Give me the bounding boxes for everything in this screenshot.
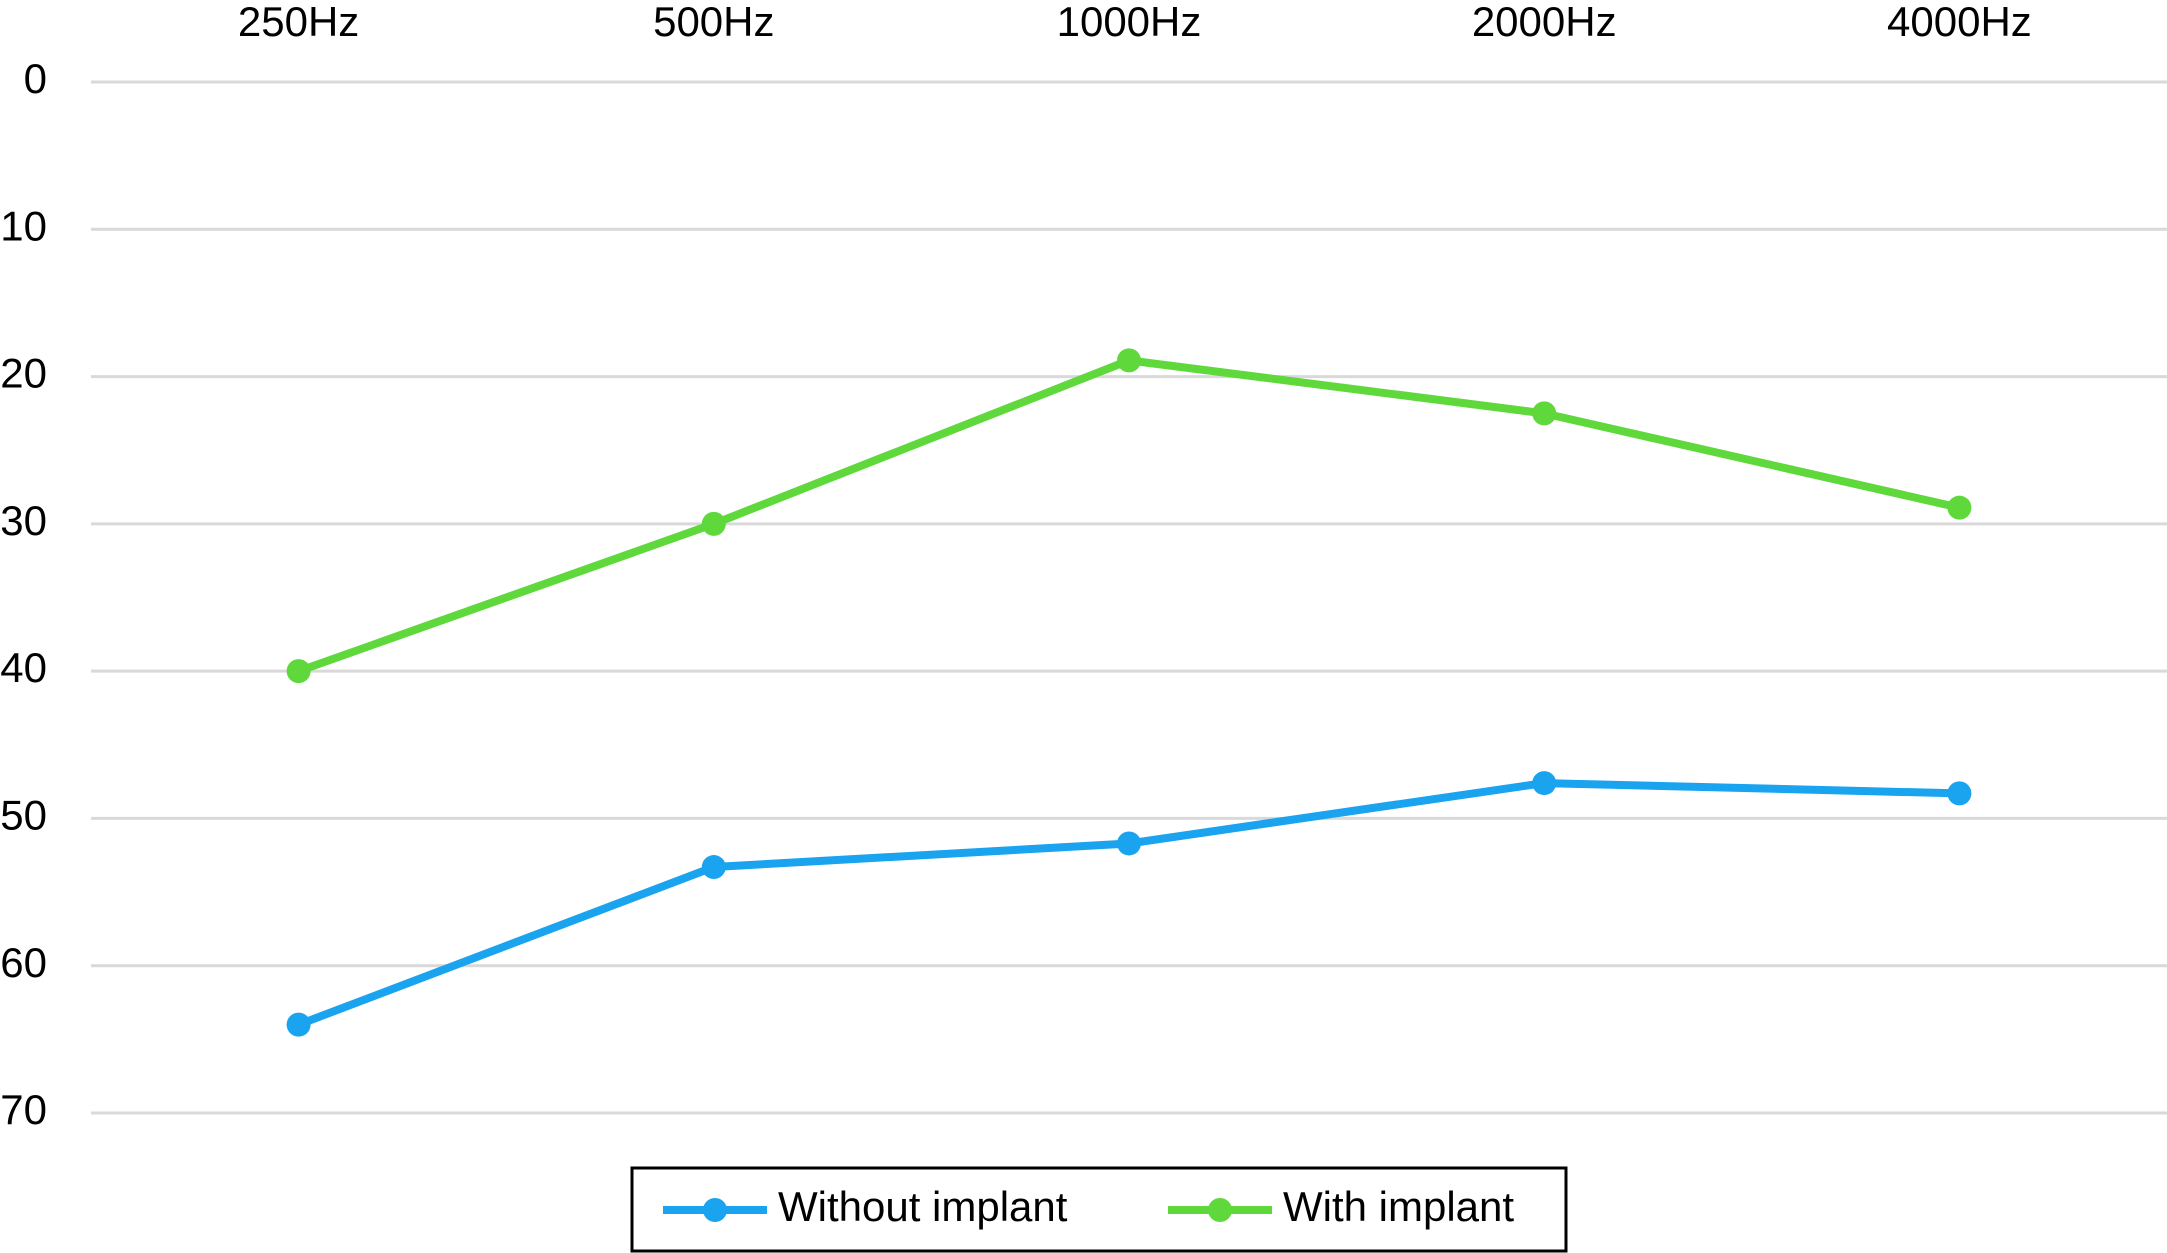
y-tick-label: 10 — [0, 202, 47, 249]
series-line — [297, 356, 1961, 675]
x-tick-label: 500Hz — [653, 0, 774, 45]
x-tick-label: 4000Hz — [1887, 0, 2032, 45]
point — [1947, 781, 1972, 806]
point — [701, 511, 726, 536]
x-tick-label: 2000Hz — [1472, 0, 1617, 45]
legend-box — [630, 1166, 1568, 1253]
point — [1117, 348, 1141, 373]
legend-label: With implant — [1283, 1183, 1514, 1230]
point — [701, 855, 726, 880]
y-tick-label: 50 — [0, 792, 47, 839]
y-tick-label: 20 — [0, 350, 47, 397]
y-tick-label: 40 — [0, 644, 47, 691]
y-tick-label: 70 — [0, 1086, 47, 1133]
point — [1532, 771, 1557, 796]
point — [286, 659, 311, 684]
x-tick-label: 1000Hz — [1057, 0, 1202, 45]
point — [1947, 495, 1972, 520]
y-tick-label: 0 — [24, 55, 47, 102]
x-tick-label: 250Hz — [238, 0, 359, 45]
y-tick-label: 60 — [0, 939, 47, 986]
point — [1117, 831, 1141, 856]
legend-swatch-marker — [1208, 1198, 1232, 1222]
y-tick-label: 30 — [0, 497, 47, 544]
legend-swatch-marker — [703, 1198, 727, 1222]
point — [1532, 401, 1557, 426]
legend-label: Without implant — [778, 1183, 1068, 1230]
point — [286, 1012, 311, 1037]
